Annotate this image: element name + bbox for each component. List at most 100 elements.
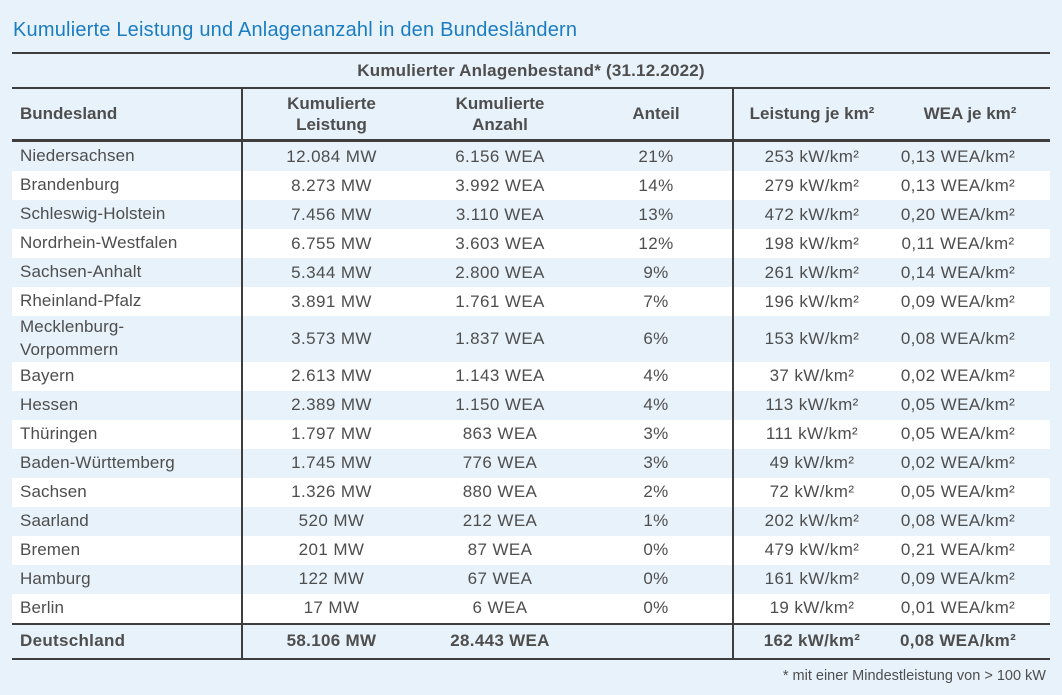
cumulative-count-value: 212 WEA bbox=[462, 511, 538, 531]
cumulative-power-value: 1.326 MW bbox=[241, 477, 420, 507]
wea-density-value: 0,09 WEA/km² bbox=[900, 569, 1016, 589]
cumulative-power-value: 3.573 MW bbox=[241, 316, 420, 362]
cumulative-count-value: 2.800 WEA bbox=[455, 262, 545, 282]
power-density-value: 37 kW/km² bbox=[732, 361, 890, 391]
share-value: 0% bbox=[643, 540, 669, 560]
column-header-row: Bundesland Kumulierte Leistung Kumuliert… bbox=[12, 88, 1051, 142]
wea-density-value: 0,11 WEA/km² bbox=[901, 233, 1015, 253]
cumulative-power-value: 6.755 MW bbox=[241, 229, 420, 258]
power-density-value: 19 kW/km² bbox=[732, 593, 890, 624]
state-name: Baden-Württemberg bbox=[20, 452, 175, 472]
wea-density-value: 0,20 WEA/km² bbox=[900, 204, 1016, 224]
state-name: Nordrhein-Westfalen bbox=[20, 233, 178, 253]
share-value: 3% bbox=[643, 424, 669, 444]
state-name: Berlin bbox=[20, 597, 65, 617]
wea-density-value: 0,13 WEA/km² bbox=[900, 175, 1016, 195]
cumulative-count-value: 1.143 WEA bbox=[455, 366, 545, 386]
table-row: Brandenburg 8.273 MW 3.992 WEA 14% 279 k… bbox=[12, 171, 1051, 200]
cumulative-count-value: 1.837 WEA bbox=[455, 328, 545, 348]
table-row: Hamburg 122 MW 67 WEA 0% 161 kW/km² 0,09… bbox=[12, 564, 1050, 594]
power-density-value: 253 kW/km² bbox=[732, 140, 890, 171]
band-header-row: Kumulierter Anlagenbestand* (31.12.2022) bbox=[12, 52, 1051, 89]
cumulative-count-value: 863 WEA bbox=[462, 424, 538, 444]
cumulative-power-value: 1.797 MW bbox=[241, 419, 420, 449]
wea-density-value: 0,01 WEA/km² bbox=[900, 598, 1016, 618]
table-row: Sachsen-Anhalt 5.344 MW 2.800 WEA 9% 261… bbox=[12, 258, 1050, 287]
cumulative-power-value: 12.084 MW bbox=[241, 140, 420, 171]
wea-density-value: 0,14 WEA/km² bbox=[900, 262, 1016, 282]
share-value: 0% bbox=[643, 569, 669, 589]
share-value: 1% bbox=[643, 511, 669, 531]
wea-density-value: 0,02 WEA/km² bbox=[900, 453, 1016, 473]
cumulative-count-value: 1.150 WEA bbox=[455, 395, 545, 415]
table-row: Rheinland-Pfalz 3.891 MW 1.761 WEA 7% 19… bbox=[12, 287, 1051, 316]
table-foot: Deutschland 58.106 MW 28.443 WEA 162 kW/… bbox=[12, 622, 1051, 660]
share-value: 14% bbox=[638, 175, 674, 195]
table-row: Niedersachsen 12.084 MW 6.156 WEA 21% 25… bbox=[12, 140, 1050, 171]
table-row: Thüringen 1.797 MW 863 WEA 3% 111 kW/km²… bbox=[12, 419, 1051, 449]
table-row: Bremen 201 MW 87 WEA 0% 479 kW/km² 0,21 … bbox=[12, 535, 1051, 565]
wea-density-value: 0,08 WEA/km² bbox=[900, 511, 1016, 531]
power-density-value: 279 kW/km² bbox=[732, 171, 890, 200]
state-name: Hamburg bbox=[20, 568, 91, 588]
state-name: Mecklenburg- Vorpommern bbox=[20, 317, 125, 359]
wea-density-value: 0,08 WEA/km² bbox=[900, 328, 1016, 348]
footnote: * mit einer Mindestleistung von > 100 kW bbox=[782, 667, 1046, 684]
state-name: Thüringen bbox=[20, 423, 98, 443]
table-body: Niedersachsen 12.084 MW 6.156 WEA 21% 25… bbox=[12, 140, 1051, 624]
wea-density-value: 0,05 WEA/km² bbox=[900, 395, 1016, 415]
bundeslaender-table: Kumulierter Anlagenbestand* (31.12.2022)… bbox=[12, 52, 1051, 660]
column-header-kumulierte-leistung: Kumulierte Leistung bbox=[241, 88, 420, 142]
column-header-bundesland: Bundesland bbox=[12, 88, 242, 142]
cumulative-count-value: 6.156 WEA bbox=[455, 146, 545, 166]
table-row: Sachsen 1.326 MW 880 WEA 2% 72 kW/km² 0,… bbox=[12, 477, 1051, 507]
column-header-kumulierte-anzahl: Kumulierte Anzahl bbox=[420, 88, 580, 142]
band-header: Kumulierter Anlagenbestand* (31.12.2022) bbox=[12, 52, 1051, 89]
wea-density-value: 0,13 WEA/km² bbox=[900, 146, 1016, 166]
cumulative-count-value: 3.992 WEA bbox=[455, 175, 545, 195]
cumulative-count-value: 87 WEA bbox=[467, 540, 533, 560]
power-density-value: 196 kW/km² bbox=[732, 287, 890, 316]
cumulative-power-value: 520 MW bbox=[241, 506, 420, 536]
total-power-density: 162 kW/km² bbox=[732, 622, 890, 660]
cumulative-power-value: 3.891 MW bbox=[241, 287, 420, 316]
share-value: 12% bbox=[638, 233, 674, 253]
cumulative-count-value: 1.761 WEA bbox=[455, 291, 545, 311]
cumulative-count-value: 880 WEA bbox=[462, 482, 538, 502]
power-density-value: 472 kW/km² bbox=[732, 200, 890, 229]
wea-density-value: 0,02 WEA/km² bbox=[900, 366, 1016, 386]
state-name: Hessen bbox=[20, 394, 79, 414]
cumulative-power-value: 122 MW bbox=[241, 564, 420, 594]
state-name: Saarland bbox=[20, 510, 89, 530]
share-value: 6% bbox=[643, 328, 669, 348]
wea-density-value: 0,05 WEA/km² bbox=[900, 424, 1016, 444]
page-title: Kumulierte Leistung und Anlagenanzahl in… bbox=[13, 19, 578, 41]
cumulative-power-value: 8.273 MW bbox=[241, 171, 420, 200]
cumulative-power-value: 201 MW bbox=[241, 535, 420, 565]
power-density-value: 161 kW/km² bbox=[732, 564, 890, 594]
total-share bbox=[580, 622, 733, 660]
table-head: Kumulierter Anlagenbestand* (31.12.2022)… bbox=[12, 52, 1051, 142]
table-row: Bayern 2.613 MW 1.143 WEA 4% 37 kW/km² 0… bbox=[12, 361, 1051, 391]
state-name: Schleswig-Holstein bbox=[20, 204, 166, 224]
power-density-value: 111 kW/km² bbox=[732, 419, 890, 449]
share-value: 13% bbox=[638, 204, 674, 224]
share-value: 4% bbox=[643, 366, 669, 386]
share-value: 4% bbox=[643, 395, 669, 415]
share-value: 9% bbox=[643, 262, 669, 282]
column-header-anteil: Anteil bbox=[580, 88, 733, 142]
table-row: Berlin 17 MW 6 WEA 0% 19 kW/km² 0,01 WEA… bbox=[12, 593, 1051, 624]
cumulative-power-value: 17 MW bbox=[241, 593, 420, 624]
power-density-value: 479 kW/km² bbox=[732, 535, 890, 565]
wea-density-value: 0,09 WEA/km² bbox=[900, 291, 1016, 311]
power-density-value: 49 kW/km² bbox=[732, 448, 890, 478]
power-density-value: 113 kW/km² bbox=[732, 390, 890, 420]
cumulative-count-value: 3.110 WEA bbox=[455, 204, 545, 224]
wea-density-value: 0,21 WEA/km² bbox=[900, 540, 1016, 560]
cumulative-power-value: 1.745 MW bbox=[241, 448, 420, 478]
table-row: Baden-Württemberg 1.745 MW 776 WEA 3% 49… bbox=[12, 448, 1050, 478]
cumulative-count-value: 6 WEA bbox=[472, 598, 528, 618]
power-density-value: 198 kW/km² bbox=[732, 229, 890, 258]
table-row: Mecklenburg- Vorpommern 3.573 MW 1.837 W… bbox=[12, 316, 1050, 362]
total-row: Deutschland 58.106 MW 28.443 WEA 162 kW/… bbox=[12, 622, 1051, 660]
